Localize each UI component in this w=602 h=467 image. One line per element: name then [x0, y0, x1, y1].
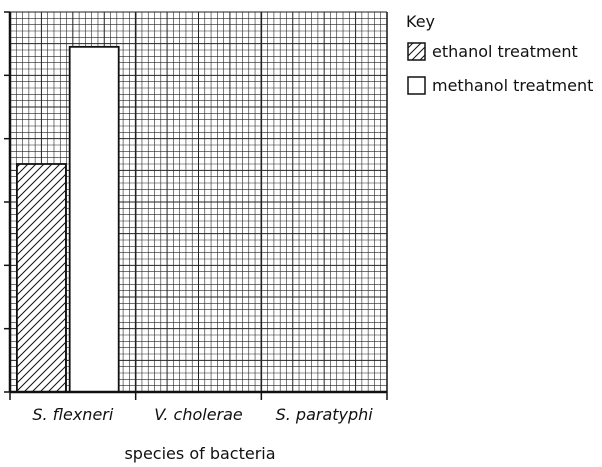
category-label-v-cholerae: V. cholerae: [154, 405, 243, 424]
bars: [16, 45, 120, 393]
x-axis-title: species of bacteria: [124, 444, 275, 463]
category-label-s-paratyphi: S. paratyphi: [276, 405, 374, 424]
category-label-s-flexneri: S. flexneri: [32, 405, 114, 424]
axes: [4, 11, 388, 400]
legend-label-ethanol-treatment: ethanol treatment: [432, 42, 578, 61]
category-labels: S. flexneri V. cholerae S. paratyphi: [32, 405, 373, 424]
bar-methanol-treatment-1: [68, 45, 120, 393]
bar-ethanol-treatment-1: [16, 163, 67, 393]
legend: Key ethanol treatment methanol treatment: [406, 12, 593, 95]
legend-swatch-ethanol-treatment: [407, 42, 426, 61]
legend-title: Key: [406, 12, 435, 31]
legend-label-methanol-treatment: methanol treatment: [432, 76, 593, 95]
legend-swatch-methanol-treatment: [407, 76, 426, 95]
